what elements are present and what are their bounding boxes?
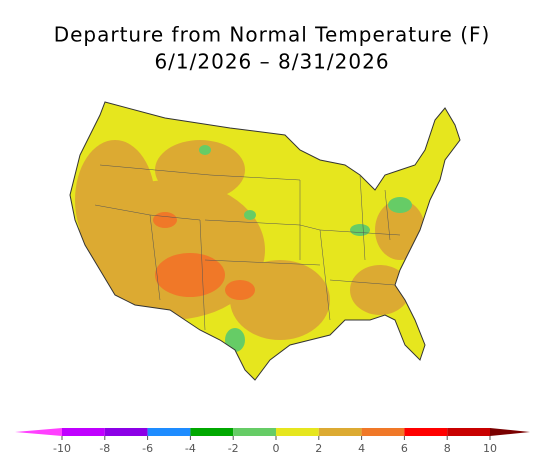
colorbar-tick-label: -8 bbox=[99, 442, 110, 455]
state-lines bbox=[94, 164, 401, 331]
colorbar-bin bbox=[104, 428, 148, 436]
colorbar-bin bbox=[404, 428, 448, 436]
colorbar-bin bbox=[233, 428, 276, 436]
colorbar-bin bbox=[318, 428, 362, 436]
colorbar-bin bbox=[361, 428, 405, 436]
colorbar-tick-label: -10 bbox=[53, 442, 71, 455]
colorbar: -10 -8 -6 -4 -2 0 2 4 6 8 10 bbox=[15, 428, 530, 455]
subtitle: 6/1/2026 – 8/31/2026 bbox=[154, 50, 389, 74]
colorbar-tick-label: 6 bbox=[401, 442, 408, 455]
colorbar-bin bbox=[190, 428, 234, 436]
colorbar-tick-label: 8 bbox=[444, 442, 451, 455]
colorbar-tick-label: -6 bbox=[142, 442, 153, 455]
colorbar-tick-label: 0 bbox=[273, 442, 280, 455]
colorbar-tick-label: 4 bbox=[358, 442, 365, 455]
colorbar-tick-label: 10 bbox=[483, 442, 497, 455]
colorbar-arrow-high bbox=[490, 428, 530, 436]
colorbar-bin bbox=[447, 428, 490, 436]
map-outline bbox=[69, 101, 461, 381]
title: Departure from Normal Temperature (F) bbox=[54, 23, 491, 47]
map bbox=[69, 101, 461, 381]
colorbar-tick-label: 2 bbox=[315, 442, 322, 455]
colorbar-bin bbox=[147, 428, 191, 436]
colorbar-bin bbox=[276, 428, 319, 436]
colorbar-arrow-low bbox=[15, 428, 62, 436]
colorbar-tick-label: -2 bbox=[228, 442, 239, 455]
map-fill bbox=[70, 102, 460, 380]
colorbar-bin bbox=[62, 428, 105, 436]
colorbar-tick-label: -4 bbox=[185, 442, 196, 455]
